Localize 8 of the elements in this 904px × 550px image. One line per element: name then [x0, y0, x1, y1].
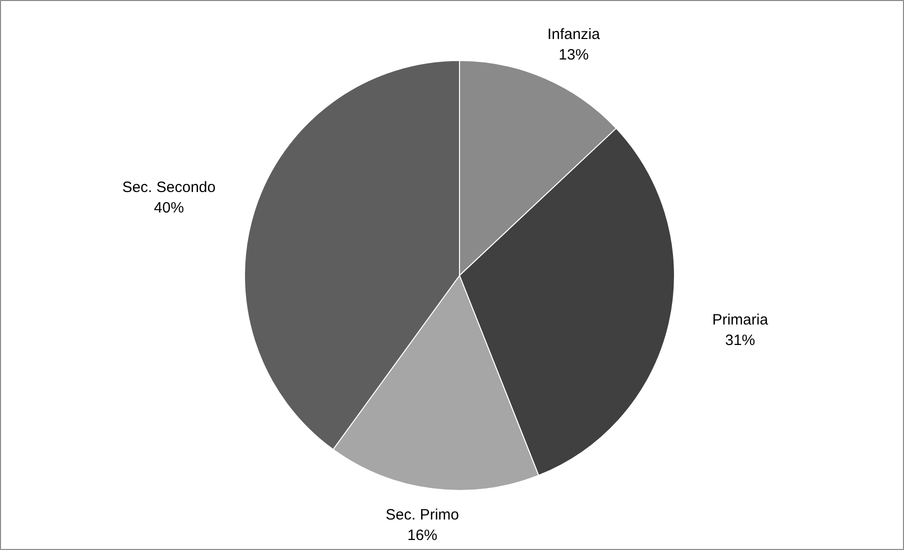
slice-label: Infanzia	[547, 26, 601, 43]
data-label: 31%	[725, 332, 756, 350]
slice-label: Primaria	[712, 312, 769, 329]
slice-label: Sec. Primo	[386, 506, 460, 524]
data-label: 13%	[558, 46, 589, 64]
data-label: 16%	[407, 526, 438, 544]
slice-label: Sec. Secondo	[122, 179, 216, 196]
data-label: 40%	[154, 199, 184, 216]
